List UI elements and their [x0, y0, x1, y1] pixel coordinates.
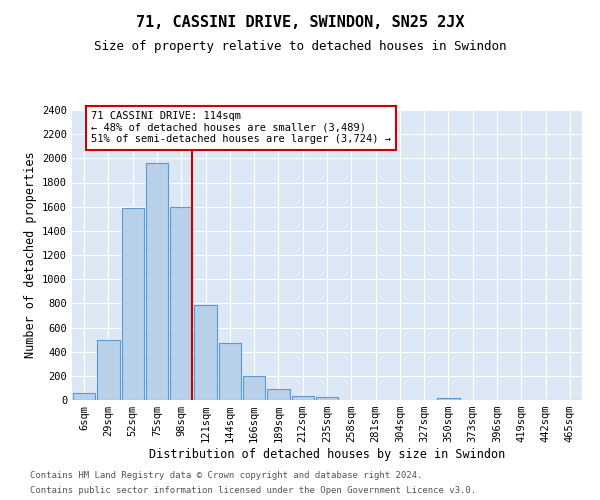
Y-axis label: Number of detached properties: Number of detached properties: [23, 152, 37, 358]
Bar: [218, 343, 241, 400]
Bar: [97, 340, 119, 400]
Text: Contains public sector information licensed under the Open Government Licence v3: Contains public sector information licen…: [30, 486, 476, 495]
Text: 71, CASSINI DRIVE, SWINDON, SN25 2JX: 71, CASSINI DRIVE, SWINDON, SN25 2JX: [136, 15, 464, 30]
Text: 71 CASSINI DRIVE: 114sqm
← 48% of detached houses are smaller (3,489)
51% of sem: 71 CASSINI DRIVE: 114sqm ← 48% of detach…: [91, 111, 391, 144]
Text: Size of property relative to detached houses in Swindon: Size of property relative to detached ho…: [94, 40, 506, 53]
Bar: [146, 163, 168, 400]
Bar: [267, 388, 290, 400]
Bar: [194, 304, 217, 400]
Text: Contains HM Land Registry data © Crown copyright and database right 2024.: Contains HM Land Registry data © Crown c…: [30, 471, 422, 480]
Bar: [122, 208, 144, 400]
Bar: [243, 376, 265, 400]
Bar: [437, 398, 460, 400]
Bar: [292, 396, 314, 400]
Bar: [73, 393, 95, 400]
Bar: [170, 206, 193, 400]
Bar: [316, 397, 338, 400]
X-axis label: Distribution of detached houses by size in Swindon: Distribution of detached houses by size …: [149, 448, 505, 461]
